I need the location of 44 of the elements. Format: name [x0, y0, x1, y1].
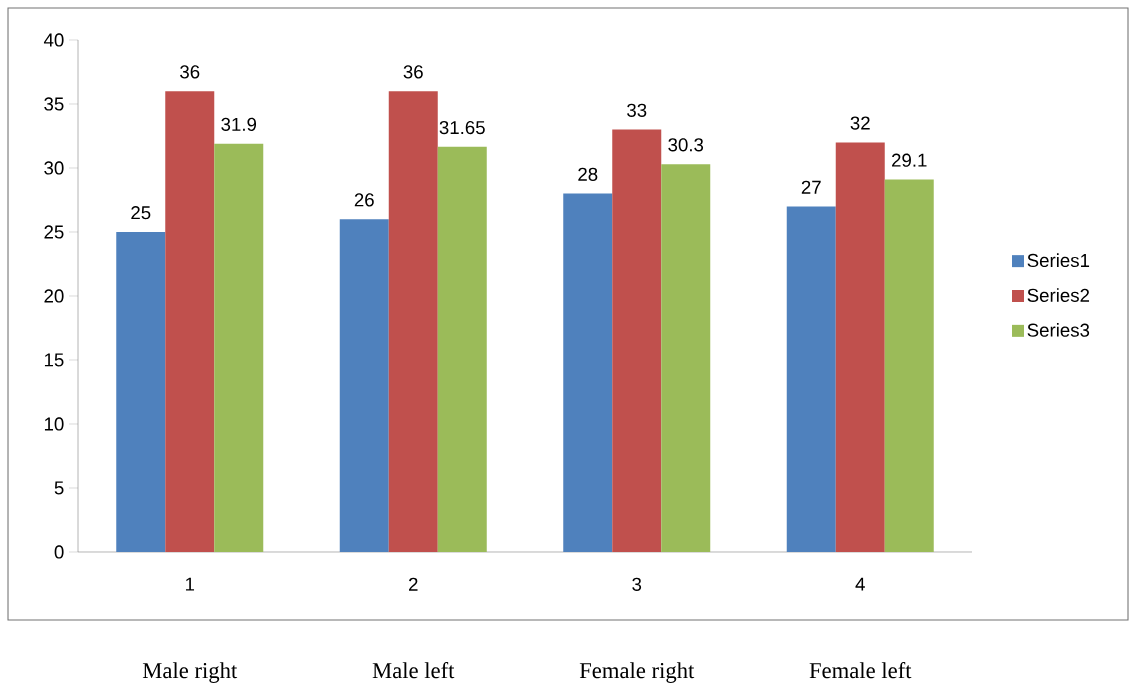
data-label: 29.1: [892, 153, 927, 167]
data-label: 26: [354, 193, 374, 207]
bar: [612, 129, 662, 552]
text: Male left: [372, 662, 455, 679]
y-tick-label: 20: [44, 289, 64, 303]
data-label: 31.65: [439, 120, 485, 135]
bar: [563, 193, 613, 552]
bar: [165, 91, 215, 552]
x-tick-label: 1: [185, 577, 195, 591]
data-label: 27: [801, 180, 821, 194]
bar: [884, 179, 934, 552]
bar: [388, 91, 438, 552]
legend-label: Series2: [1027, 288, 1090, 302]
bar: [116, 231, 166, 552]
bar: [661, 164, 711, 552]
data-label: 32: [850, 116, 870, 130]
text: Female right: [579, 662, 695, 683]
x-tick-label: 3: [632, 577, 642, 591]
y-tick-label: 40: [43, 33, 64, 47]
data-label: 33: [627, 103, 647, 117]
data-label: 28: [578, 167, 598, 181]
data-label: 30.3: [668, 138, 704, 152]
y-tick-label: 5: [54, 481, 64, 495]
bar: [437, 146, 487, 552]
data-label: 36: [403, 65, 423, 79]
bar: [214, 143, 264, 552]
data-label: 31.9: [221, 117, 257, 131]
legend-label: Series1: [1027, 253, 1090, 268]
y-tick-label: 25: [44, 225, 64, 239]
y-tick-label: 15: [44, 353, 64, 367]
text: Female left: [809, 662, 912, 679]
text: Male right: [142, 662, 238, 683]
data-label: 25: [131, 206, 151, 220]
y-tick-label: 0: [54, 545, 64, 559]
bar: [339, 219, 389, 552]
data-label: 36: [180, 65, 200, 79]
y-tick-label: 30: [44, 161, 64, 175]
bar: [786, 206, 836, 552]
legend-label: Series3: [1027, 323, 1090, 337]
bar: [835, 142, 885, 552]
y-tick-label: 10: [44, 417, 64, 431]
x-tick-label: 4: [855, 577, 865, 591]
x-tick-label: 2: [409, 577, 418, 591]
y-tick-label: 35: [44, 97, 64, 111]
